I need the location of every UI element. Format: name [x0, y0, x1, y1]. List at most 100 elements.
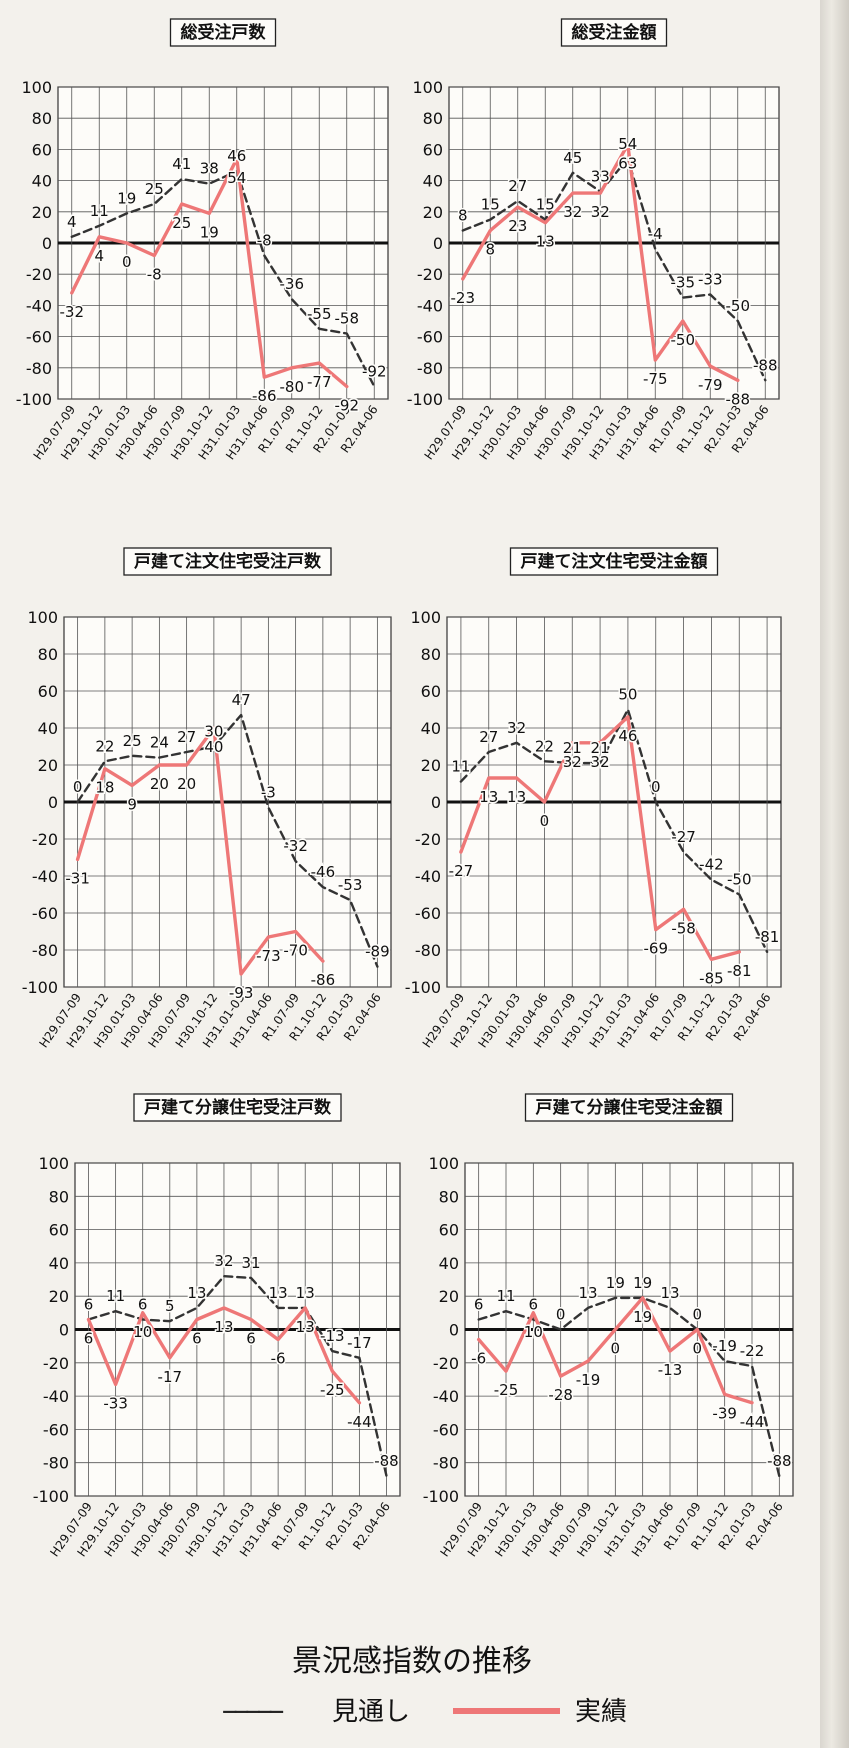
actual-data-label: 6: [192, 1330, 202, 1348]
actual-data-label: 19: [200, 223, 219, 241]
y-tick-label: -100: [407, 390, 443, 409]
y-tick-label: -40: [32, 867, 58, 886]
chart-3-title: 戸建て注文住宅受注戸数: [134, 551, 322, 572]
actual-data-label: 63: [618, 155, 637, 173]
actual-data-label: -44: [347, 1413, 372, 1431]
forecast-data-label: 32: [507, 719, 526, 737]
forecast-data-label: -36: [280, 275, 305, 293]
chart-1-title: 総受注戸数: [181, 22, 267, 43]
forecast-line: [461, 157, 767, 382]
forecast-data-label: -17: [347, 1334, 372, 1352]
actual-data-label: 6: [84, 1330, 94, 1348]
y-tick-label: 100: [412, 78, 443, 97]
forecast-data-label: 21: [591, 739, 610, 757]
actual-data-label: -79: [698, 376, 723, 394]
y-tick-label: 20: [421, 756, 441, 775]
actual-data-label: -88: [726, 390, 751, 408]
actual-data-label: 23: [508, 217, 527, 235]
forecast-data-label: 25: [123, 732, 142, 750]
actual-line: [477, 1296, 754, 1405]
forecast-data-label: 11: [90, 202, 109, 220]
forecast-data-label: 6: [529, 1296, 539, 1314]
forecast-data-label: 19: [606, 1274, 625, 1292]
forecast-data-label: -3: [261, 784, 276, 802]
forecast-data-label: -53: [338, 876, 363, 894]
y-tick-label: 80: [32, 109, 52, 128]
forecast-data-label: 19: [633, 1274, 652, 1292]
actual-data-label: 13: [214, 1318, 233, 1336]
actual-data-label: -8: [147, 265, 162, 283]
forecast-data-label: 25: [145, 180, 164, 198]
y-tick-label: 100: [21, 78, 52, 97]
actual-data-label: 0: [693, 1340, 703, 1358]
chart-title-box: [509, 547, 719, 576]
y-tick-label: 0: [449, 1321, 459, 1340]
chart-2-title: 総受注金額: [572, 22, 657, 43]
y-tick-label: -100: [33, 1487, 69, 1506]
y-tick-label: 20: [439, 1287, 459, 1306]
actual-data-label: -50: [671, 331, 696, 349]
actual-data-label: 20: [177, 775, 196, 793]
chart-5-title: 戸建て分譲住宅受注戸数: [144, 1097, 332, 1118]
forecast-data-label: -89: [365, 943, 390, 961]
forecast-line: [459, 708, 769, 954]
actual-data-label: -28: [548, 1386, 573, 1404]
chart-2: 総受注金額100806040200-20-40-60-80-100H29.07-…: [407, 18, 780, 462]
actual-data-label: 19: [633, 1308, 652, 1326]
forecast-data-label: -4: [648, 225, 663, 243]
forecast-data-label: 13: [187, 1284, 206, 1302]
y-tick-label: 60: [38, 682, 58, 701]
y-tick-label: -100: [423, 1487, 459, 1506]
y-tick-label: 80: [421, 645, 441, 664]
y-tick-label: -60: [26, 328, 52, 347]
y-tick-label: -20: [417, 265, 443, 284]
actual-data-label: 10: [524, 1323, 543, 1341]
forecast-data-label: -33: [698, 270, 723, 288]
forecast-line: [70, 170, 376, 388]
forecast-data-label: -92: [362, 363, 387, 381]
y-tick-label: -100: [16, 390, 52, 409]
forecast-data-label: -42: [699, 856, 724, 874]
forecast-data-label: 38: [200, 160, 219, 178]
y-tick-label: -80: [43, 1454, 69, 1473]
y-tick-label: 0: [48, 793, 58, 812]
chart-title-box: [123, 547, 332, 576]
forecast-data-label: 13: [660, 1284, 679, 1302]
actual-data-label: 32: [591, 753, 610, 771]
forecast-data-label: 50: [618, 686, 637, 704]
y-tick-label: 20: [49, 1287, 69, 1306]
y-tick-label: -60: [433, 1420, 459, 1439]
actual-data-label: -13: [658, 1361, 683, 1379]
y-tick-label: -100: [405, 978, 441, 997]
actual-data-label: 13: [296, 1318, 315, 1336]
y-tick-label: 40: [38, 719, 58, 738]
actual-data-label: -33: [103, 1394, 128, 1412]
actual-data-label: -93: [229, 984, 254, 1002]
y-tick-label: 100: [410, 608, 441, 627]
legend-forecast-label: 見通し: [332, 1697, 410, 1727]
actual-data-label: 18: [95, 779, 114, 797]
actual-data-label: 13: [536, 233, 555, 251]
actual-data-label: -86: [252, 387, 277, 405]
forecast-data-label: 19: [117, 189, 136, 207]
forecast-data-label: -32: [283, 837, 308, 855]
actual-data-label: 25: [172, 214, 191, 232]
actual-data-label: 9: [127, 795, 137, 813]
actual-data-label: -39: [712, 1404, 737, 1422]
y-tick-label: 80: [49, 1187, 69, 1206]
forecast-data-label: 13: [269, 1284, 288, 1302]
actual-data-label: -25: [494, 1381, 519, 1399]
y-tick-label: -80: [417, 359, 443, 378]
forecast-data-label: -88: [767, 1452, 792, 1470]
paper-edge: [820, 0, 849, 1748]
actual-data-label: -69: [644, 940, 669, 958]
actual-data-label: -92: [335, 397, 360, 415]
forecast-data-label: -27: [671, 828, 696, 846]
actual-data-label: -44: [740, 1413, 765, 1431]
actual-data-label: -19: [576, 1371, 601, 1389]
y-tick-label: -20: [32, 830, 58, 849]
legend: −−−−− 見通し 実績: [222, 1697, 627, 1727]
actual-data-label: 32: [563, 753, 582, 771]
forecast-data-label: 11: [106, 1287, 125, 1305]
y-tick-label: -80: [32, 941, 58, 960]
